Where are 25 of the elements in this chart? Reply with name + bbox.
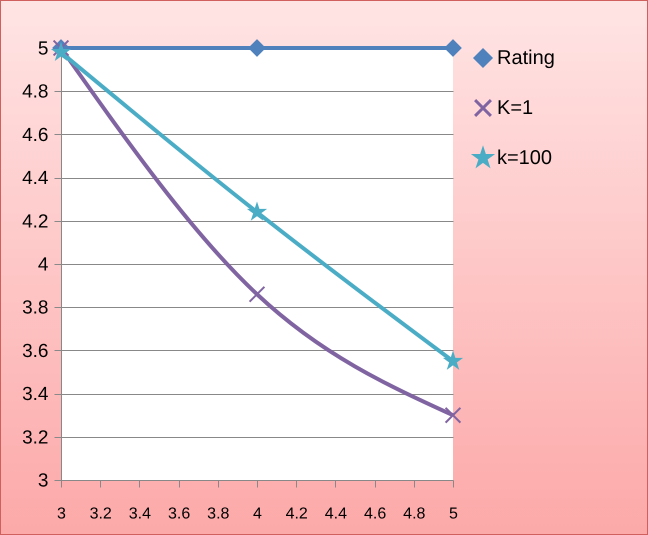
x-tick-label: 3.4 bbox=[128, 506, 152, 522]
y-tick-label: 4.4 bbox=[22, 168, 49, 190]
y-tick-label: 4.6 bbox=[22, 124, 48, 146]
x-tick-label: 4.8 bbox=[403, 506, 426, 522]
y-tick-label: 5 bbox=[38, 38, 48, 60]
y-tick-label: 3 bbox=[38, 470, 48, 492]
y-tick-label: 3.4 bbox=[22, 384, 49, 406]
y-tick-label: 4 bbox=[38, 254, 49, 276]
legend-label: Rating bbox=[497, 47, 555, 69]
x-tick-label: 5 bbox=[449, 506, 458, 522]
x-tick-label: 3.6 bbox=[168, 506, 190, 522]
y-tick-label: 3.8 bbox=[22, 298, 48, 319]
x-tick-label: 3 bbox=[57, 506, 66, 522]
y-tick-label: 3.2 bbox=[22, 427, 48, 448]
x-tick-label: 4.4 bbox=[324, 506, 348, 522]
legend-label: k=100 bbox=[497, 147, 552, 169]
x-tick-label: 3.8 bbox=[207, 506, 230, 522]
x-tick-label: 3.2 bbox=[90, 506, 112, 522]
legend-label: K=1 bbox=[497, 97, 534, 119]
x-tick-label: 4.6 bbox=[364, 506, 386, 522]
x-tick-label: 4.2 bbox=[286, 506, 308, 522]
x-tick-label: 4 bbox=[253, 506, 262, 522]
y-tick-label: 4.8 bbox=[22, 82, 48, 103]
y-tick-label: 4.2 bbox=[22, 211, 48, 232]
y-tick-label: 3.6 bbox=[22, 340, 48, 362]
